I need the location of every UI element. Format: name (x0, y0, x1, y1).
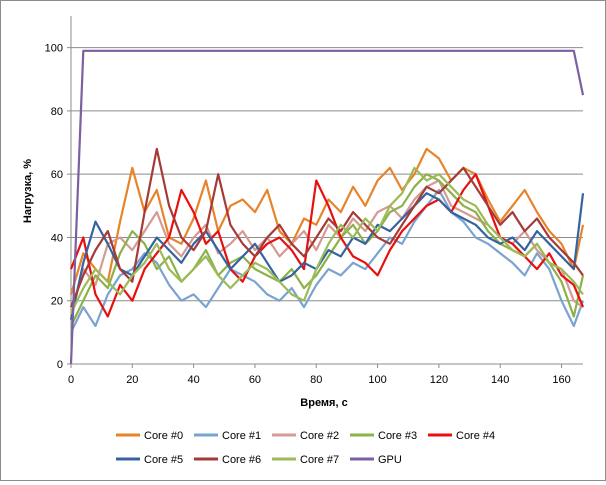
series-line-6 (69, 147, 584, 308)
x-tick-label: 40 (188, 374, 200, 386)
y-axis-title: Нагрузка, % (22, 159, 34, 223)
x-tick-label: 120 (430, 374, 448, 386)
legend-label: Core #6 (222, 454, 261, 466)
x-tick-label: 20 (126, 374, 138, 386)
y-tick-label: 60 (51, 169, 63, 181)
legend-label: Core #0 (144, 430, 183, 442)
x-tick-label: 80 (310, 374, 322, 386)
legend-label: GPU (378, 454, 402, 466)
x-tick-label: 140 (491, 374, 509, 386)
legend-label: Core #3 (378, 430, 417, 442)
series-line-5 (69, 192, 585, 320)
legend-label: Core #5 (144, 454, 183, 466)
y-tick-label: 0 (57, 359, 63, 371)
legend-label: Core #4 (456, 430, 495, 442)
legend: Core #0 Core #1 Core #2 Core #3 Core #4 Core … (116, 430, 495, 466)
y-tick-label: 80 (51, 106, 63, 118)
x-tick-label: 0 (68, 374, 74, 386)
x-tick-label: 160 (552, 374, 570, 386)
y-tick-label: 100 (45, 43, 63, 55)
legend-label: Core #1 (222, 430, 261, 442)
x-tick-label: 60 (249, 374, 261, 386)
series-line-8 (69, 49, 585, 365)
x-axis-title: Время, с (300, 397, 347, 409)
series-line-0 (69, 147, 585, 295)
y-tick-label: 40 (51, 232, 63, 244)
legend-label: Core #2 (300, 430, 339, 442)
gridlines (71, 47, 583, 302)
y-tick-labels: 0 20 40 60 80 100 (45, 43, 63, 371)
series-lines (69, 49, 585, 365)
y-tick-label: 20 (51, 296, 63, 308)
series-line-7 (70, 166, 584, 314)
x-tick-label: 100 (368, 374, 386, 386)
series-line-1 (70, 188, 585, 333)
x-tick-labels: 0 20 40 60 80 100 120 140 160 (68, 374, 571, 386)
legend-label: Core #7 (300, 454, 339, 466)
axes (67, 16, 583, 368)
